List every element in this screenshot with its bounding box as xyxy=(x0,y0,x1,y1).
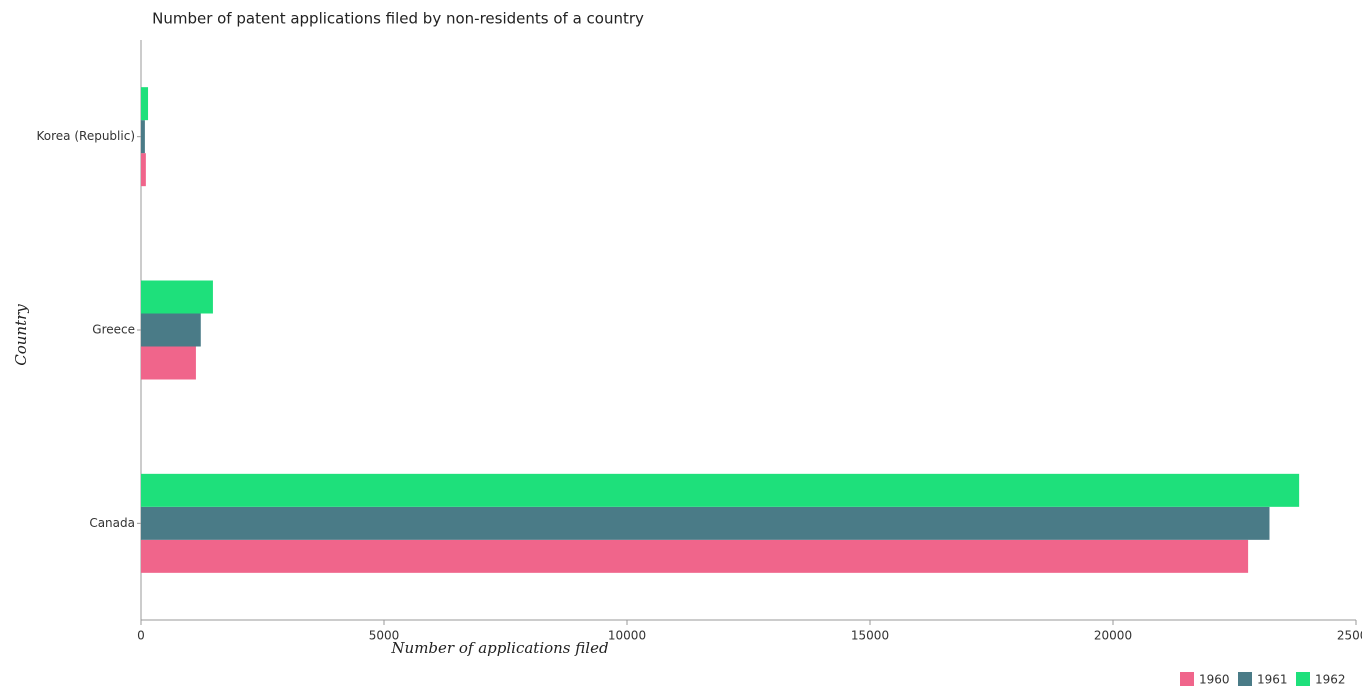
x-axis-title: Number of applications filed xyxy=(390,639,608,657)
bar xyxy=(141,539,1249,573)
legend-label: 1962 xyxy=(1315,673,1346,687)
x-tick-label: 5000 xyxy=(369,629,400,643)
bar xyxy=(141,120,145,154)
x-tick-label: 10000 xyxy=(608,629,646,643)
chart-title: Number of patent applications filed by n… xyxy=(152,10,644,28)
bar xyxy=(141,346,196,380)
bar xyxy=(141,473,1300,507)
y-tick-label: Korea (Republic) xyxy=(37,129,135,143)
bar xyxy=(141,153,146,187)
bar xyxy=(141,506,1270,540)
legend-label: 1960 xyxy=(1199,673,1230,687)
bar xyxy=(141,87,149,121)
y-tick-label: Canada xyxy=(89,516,135,530)
y-tick-label: Greece xyxy=(92,323,135,337)
x-tick-label: 0 xyxy=(137,629,145,643)
bar xyxy=(141,280,213,314)
x-tick-label: 15000 xyxy=(851,629,889,643)
legend-swatch xyxy=(1296,672,1310,686)
legend-label: 1961 xyxy=(1257,673,1288,687)
legend-swatch xyxy=(1238,672,1252,686)
x-tick-label: 20000 xyxy=(1094,629,1132,643)
bar xyxy=(141,313,201,347)
x-tick-label: 25000 xyxy=(1337,629,1362,643)
legend-swatch xyxy=(1180,672,1194,686)
y-axis-title: Country xyxy=(12,304,30,366)
